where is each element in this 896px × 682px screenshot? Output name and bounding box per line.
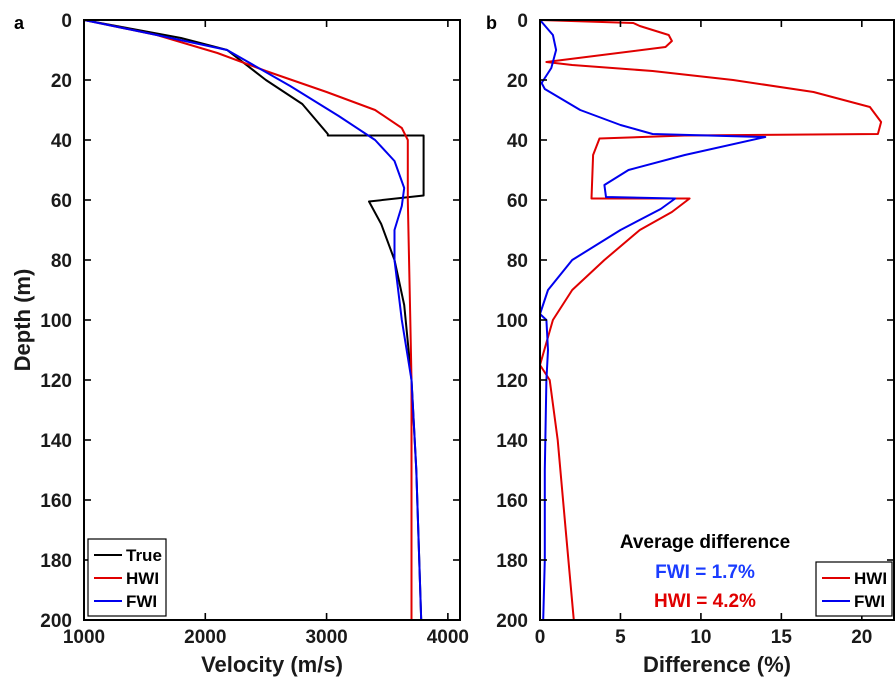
- panel-a-ylabel: Depth (m): [10, 269, 35, 372]
- panel-b-ytick-label: 200: [496, 611, 528, 632]
- panel-a-xlabel: Velocity (m/s): [201, 652, 343, 677]
- panel-b-xtick-label: 15: [771, 627, 793, 648]
- panel-a-xtick-label: 4000: [427, 627, 469, 648]
- panel-b-ytick-label: 160: [496, 491, 528, 512]
- panel-b-ytick-label: 80: [507, 251, 528, 272]
- panel-b-ytick-label: 140: [496, 431, 528, 452]
- panel-b-ytick-label: 20: [507, 71, 528, 92]
- panel-b-ytick-label: 180: [496, 551, 528, 572]
- panel-a-xtick-label: 1000: [63, 627, 105, 648]
- panel-a-ytick-label: 40: [51, 131, 72, 152]
- panel-b-annotation-line-0: FWI = 1.7%: [655, 562, 755, 583]
- panel-a-ytick-label: 200: [40, 611, 72, 632]
- panel-a-ytick-label: 140: [40, 431, 72, 452]
- panel-a-ytick-label: 160: [40, 491, 72, 512]
- panel-a-ytick-label: 0: [61, 11, 72, 32]
- panel-a-xtick-label: 3000: [305, 627, 347, 648]
- panel-a-ytick-label: 80: [51, 251, 72, 272]
- panel-a-ytick-label: 180: [40, 551, 72, 572]
- panel-b-legend-label-hwi: HWI: [854, 569, 887, 588]
- panel-a-axes-box: [83, 19, 461, 621]
- panel-b-xtick-label: 5: [615, 627, 626, 648]
- panel-b-xtick-label: 20: [851, 627, 872, 648]
- panel-b-letter: b: [486, 13, 497, 33]
- panel-b-xtick-label: 10: [690, 627, 711, 648]
- panel-a-xtick-label: 2000: [184, 627, 226, 648]
- panel-a-ytick-label: 100: [40, 311, 72, 332]
- panel-a-legend-label-true: True: [126, 546, 162, 565]
- panel-b-annotation-line-1: HWI = 4.2%: [654, 591, 756, 612]
- panel-a-series-fwi-line: [83, 19, 423, 621]
- panel-a-series-hwi-line: [83, 19, 413, 620]
- panel-b-ytick-label: 40: [507, 131, 528, 152]
- panel-b-xtick-label: 0: [535, 627, 546, 648]
- panel-b-ytick-label: 60: [507, 191, 528, 212]
- panel-b-ytick-label: 0: [517, 11, 528, 32]
- panel-b-annotation-title: Average difference: [620, 532, 790, 553]
- panel-a-ytick-label: 120: [40, 371, 72, 392]
- panel-a-legend-label-hwi: HWI: [126, 569, 159, 588]
- panel-b-axes-box: [539, 19, 895, 621]
- panel-b-ytick-label: 100: [496, 311, 528, 332]
- panel-a-ytick-label: 60: [51, 191, 72, 212]
- panel-b-legend-box: [815, 561, 893, 617]
- panel-a-ytick-label: 20: [51, 71, 72, 92]
- panel-b-legend-label-fwi: FWI: [854, 592, 885, 611]
- panel-a-letter: a: [14, 13, 25, 33]
- panel-b-series-hwi-line: [539, 19, 883, 621]
- panel-a-legend-label-fwi: FWI: [126, 592, 157, 611]
- panel-b-series-fwi-line: [539, 19, 767, 621]
- panel-b-xlabel: Difference (%): [643, 652, 791, 677]
- panel-b-ytick-label: 120: [496, 371, 528, 392]
